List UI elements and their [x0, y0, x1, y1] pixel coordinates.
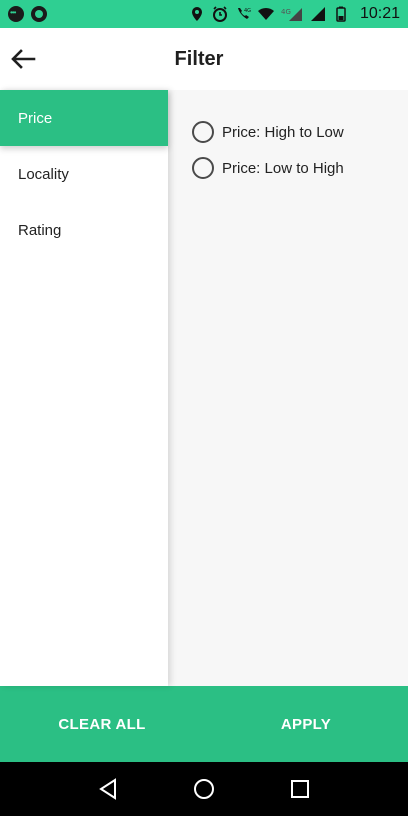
location-icon [191, 7, 202, 21]
footer-actions: CLEAR ALL APPLY [0, 686, 408, 762]
radio-button[interactable] [192, 157, 214, 179]
category-label: Locality [18, 165, 69, 183]
category-price[interactable]: Price [0, 90, 168, 146]
status-time: 10:21 [359, 5, 400, 22]
ring-icon [31, 6, 47, 22]
radio-button[interactable] [192, 121, 214, 143]
arrow-left-icon [11, 49, 36, 69]
category-rating[interactable]: Rating [0, 202, 168, 258]
category-locality[interactable]: Locality [0, 146, 168, 202]
navigation-bar [0, 762, 408, 816]
page-title: Filter [174, 48, 224, 70]
svg-text:4G: 4G [281, 8, 291, 16]
category-label: Price [18, 109, 53, 127]
app-header: Filter [0, 28, 408, 90]
option-label: Price: Low to High [222, 159, 344, 177]
clear-all-button[interactable]: CLEAR ALL [58, 715, 146, 733]
square-recents-icon [291, 780, 309, 798]
nav-back-button[interactable] [93, 774, 123, 804]
status-left [8, 6, 47, 22]
option-high-to-low[interactable]: Price: High to Low [168, 114, 408, 150]
option-label: Price: High to Low [222, 123, 344, 141]
message-icon [8, 6, 24, 22]
alarm-icon [212, 6, 227, 22]
filter-options: Price: High to Low Price: Low to High [168, 90, 408, 686]
wifi-icon [257, 7, 274, 20]
svg-text:4G: 4G [244, 8, 251, 14]
back-button[interactable] [6, 42, 40, 76]
battery-icon [336, 6, 346, 22]
nav-home-button[interactable] [189, 774, 219, 804]
triangle-back-icon [99, 778, 116, 800]
status-right: 4G 4G 10:21 [189, 5, 400, 23]
wifi-call-icon: 4G [237, 8, 251, 19]
circle-home-icon [194, 779, 214, 799]
option-low-to-high[interactable]: Price: Low to High [168, 150, 408, 186]
status-bar: 4G 4G 10:21 [0, 0, 408, 28]
apply-button[interactable]: APPLY [280, 715, 332, 733]
signal-icon: 4G [281, 8, 302, 21]
signal-icon-2 [310, 7, 325, 21]
category-label: Rating [18, 221, 62, 239]
nav-recents-button[interactable] [285, 774, 315, 804]
filter-categories: Price Locality Rating [0, 90, 168, 686]
